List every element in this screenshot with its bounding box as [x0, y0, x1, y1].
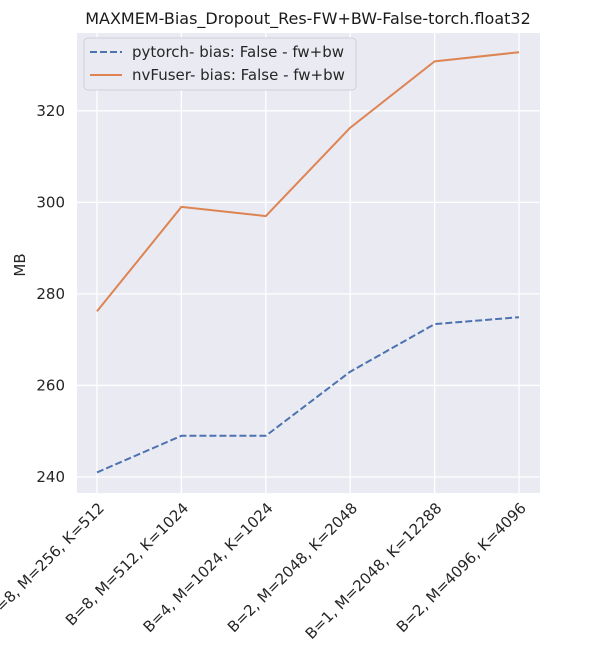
chart-title: MAXMEM-Bias_Dropout_Res-FW+BW-False-torc…: [85, 9, 531, 29]
series: [96, 51, 520, 474]
y-tick-label: 260: [36, 376, 65, 394]
legend-label-1: pytorch- bias: False - fw+bw: [132, 43, 344, 61]
series-line-1: [96, 316, 520, 474]
legend-box: [83, 37, 357, 91]
y-tick-label: 280: [36, 285, 65, 303]
y-axis: 240 260 280 300 320: [36, 102, 65, 486]
legend-label-2: nvFuser- bias: False - fw+bw: [132, 66, 345, 84]
series-line-2: [96, 51, 520, 312]
y-tick-label: 320: [36, 102, 65, 120]
y-axis-label: MB: [11, 253, 29, 276]
y-tick-label: 240: [36, 468, 65, 486]
grid: [77, 33, 540, 493]
x-tick-label: B=1, M=2048, K=12288: [302, 499, 446, 643]
y-tick-label: 300: [36, 193, 65, 211]
legend: pytorch- bias: False - fw+bw nvFuser- bia…: [83, 37, 357, 91]
plot-area: [77, 33, 540, 493]
